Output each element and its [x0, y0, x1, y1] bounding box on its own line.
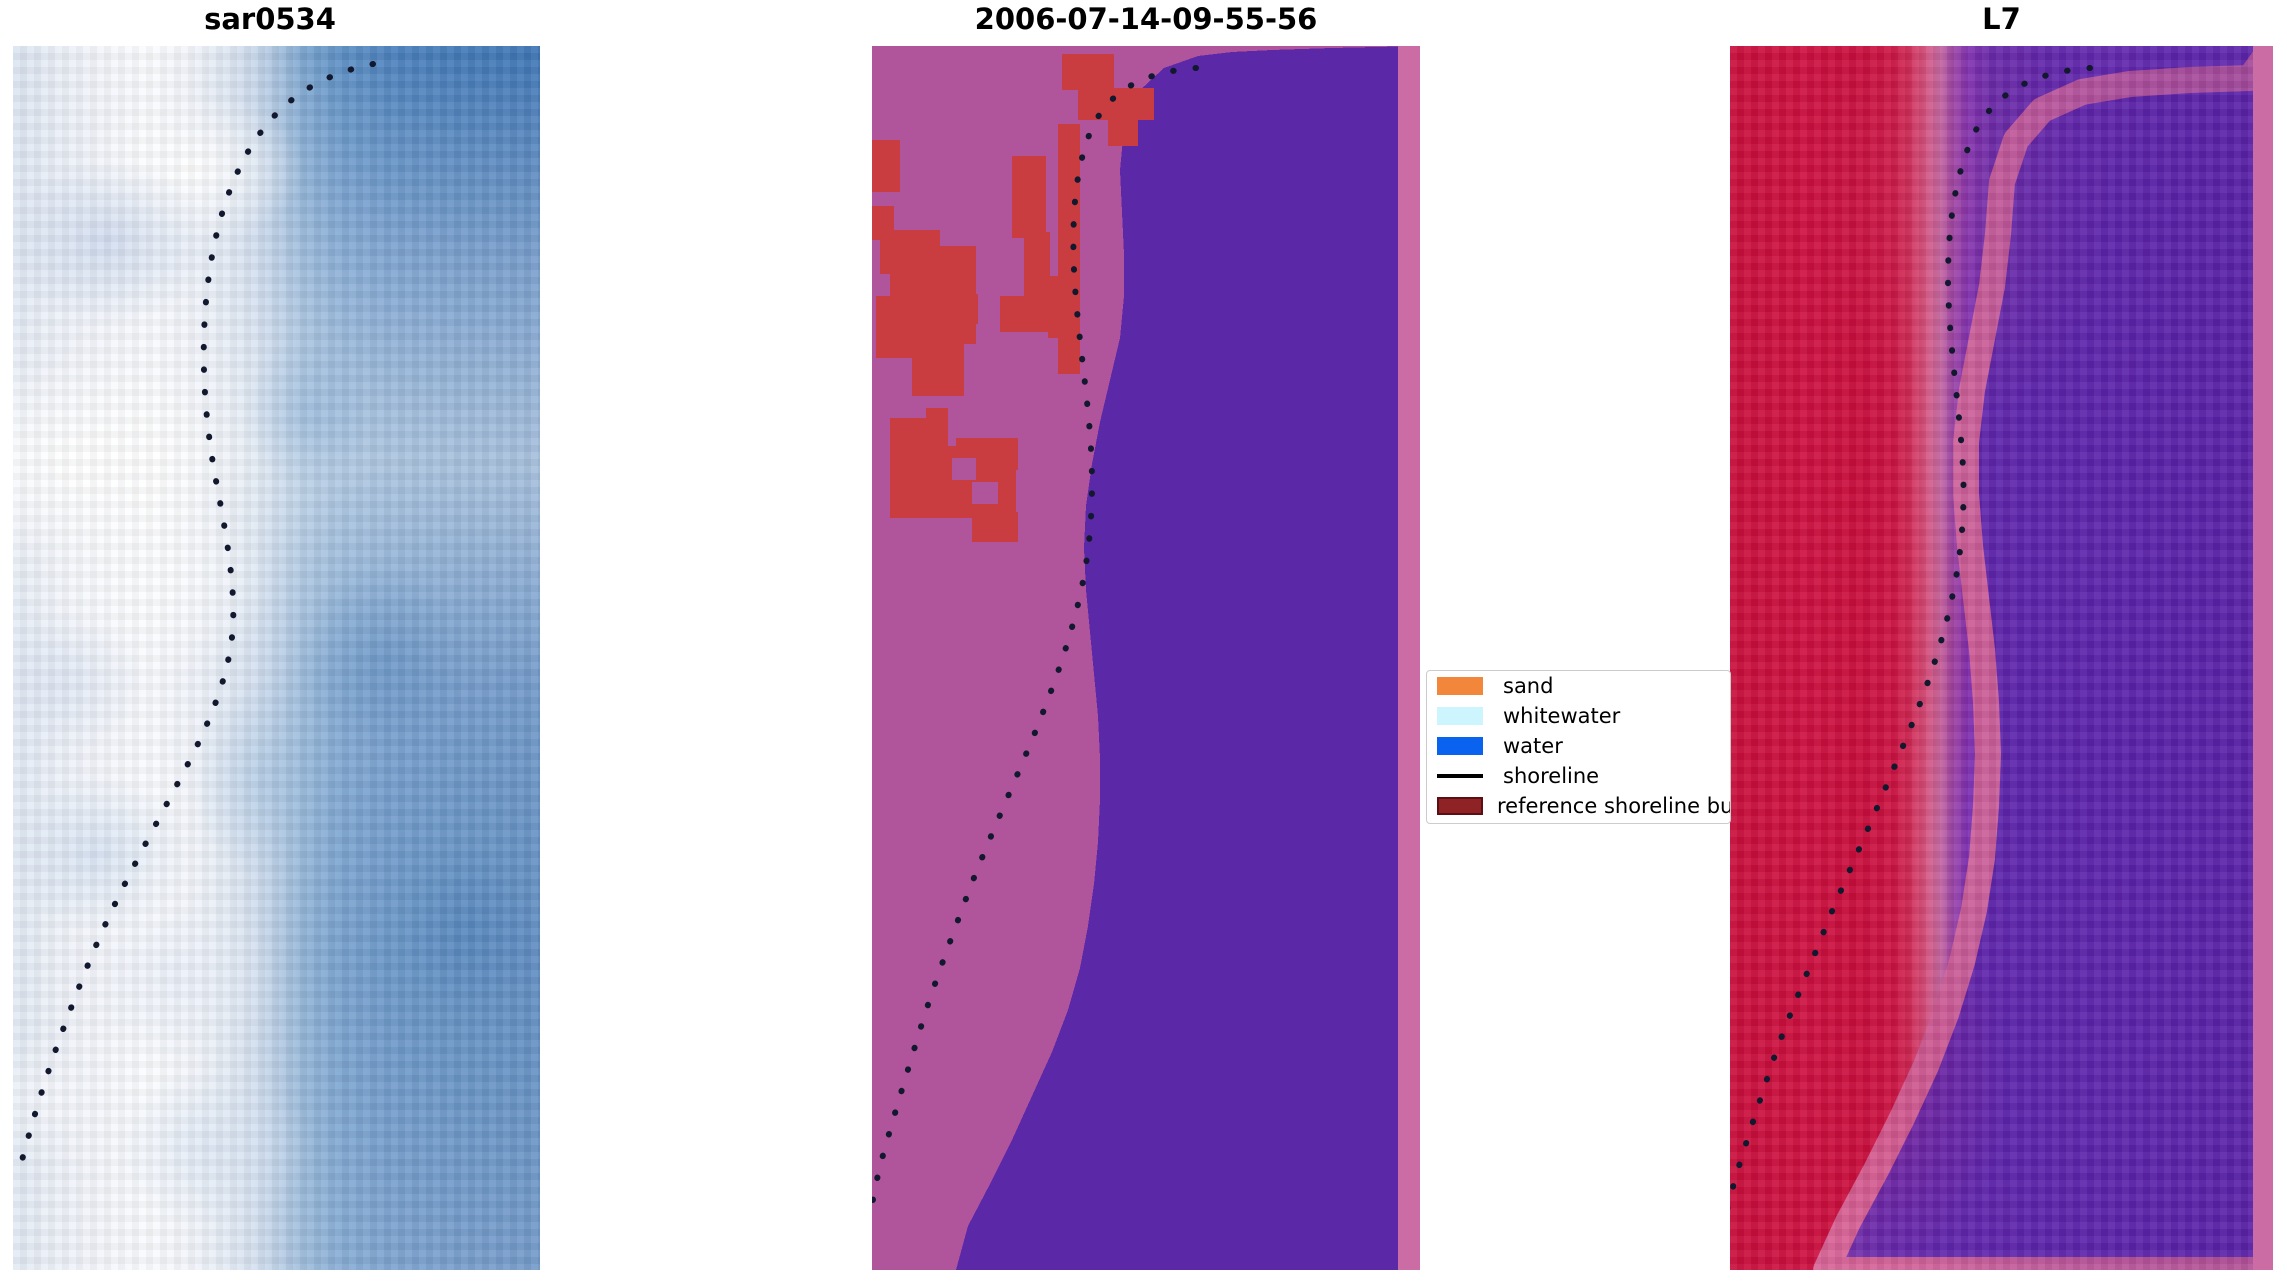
- reference-shoreline-buffer-swatch-icon: [1437, 797, 1483, 815]
- l7-texture-layer: [1730, 46, 2273, 1270]
- classified-right-strip: [1398, 46, 1420, 1270]
- sand-class-patch: [1108, 116, 1138, 146]
- panel-title-l7: L7: [1982, 2, 2021, 36]
- legend-item-water: water: [1427, 731, 1730, 761]
- legend-swatch-wrap: [1437, 731, 1489, 761]
- legend-item-whitewater: whitewater: [1427, 701, 1730, 731]
- legend-item-reference-shoreline-buffer: reference shoreline buffer: [1427, 791, 1730, 821]
- panel-sar: sar0534: [0, 0, 540, 1283]
- legend-swatch-wrap: [1437, 701, 1489, 731]
- sand-class-patch: [1062, 54, 1114, 90]
- shoreline-overlay-classified: [872, 65, 1199, 1221]
- panel-image-sar: [13, 46, 540, 1270]
- water-swatch-icon: [1437, 737, 1483, 755]
- shoreline-path: [872, 65, 1199, 1221]
- panel-classified: 2006-07-14-09-55-56: [872, 0, 1420, 1283]
- shoreline-overlay-l7: [1730, 65, 2093, 1210]
- sand-class-patch: [952, 458, 976, 480]
- legend-swatch-wrap: [1437, 761, 1489, 791]
- sand-swatch-icon: [1437, 677, 1483, 695]
- classified-water-polygon: [956, 46, 1420, 1270]
- sand-class-patch: [912, 266, 964, 396]
- legend-label-water: water: [1503, 734, 1563, 758]
- legend-label-shoreline: shoreline: [1503, 764, 1600, 788]
- sand-class-patch: [872, 140, 900, 192]
- sand-class-patch: [942, 294, 978, 324]
- sand-class-patch: [926, 408, 948, 430]
- shoreline-path: [18, 61, 376, 1167]
- l7-right-strip: [2253, 46, 2273, 1270]
- panel-l7: L7: [1730, 0, 2273, 1283]
- panel-image-l7: [1730, 46, 2273, 1270]
- l7-pixel-grid: [1730, 46, 2273, 1270]
- panel-image-classified: [872, 46, 1420, 1270]
- legend-label-sand: sand: [1503, 674, 1554, 698]
- legend-item-shoreline: shoreline: [1427, 761, 1730, 791]
- panel-title-sar: sar0534: [204, 2, 336, 36]
- sand-class-patch: [1012, 156, 1046, 238]
- l7-water-polygon: [1813, 46, 2273, 1270]
- sand-class-patch: [1058, 124, 1080, 374]
- sand-class-patch: [1078, 88, 1154, 120]
- legend-swatch-wrap: [1437, 671, 1489, 701]
- sar-pixel-grid: [13, 46, 540, 1270]
- legend-item-sand: sand: [1427, 671, 1730, 701]
- shoreline-overlay-sar: [18, 61, 376, 1167]
- sand-class-patch: [972, 512, 1018, 542]
- shoreline-path: [1730, 65, 2093, 1210]
- shoreline-line-icon: [1437, 774, 1483, 778]
- sand-class-patch: [972, 482, 998, 504]
- sand-class-patch: [876, 296, 920, 358]
- whitewater-swatch-icon: [1437, 707, 1483, 725]
- legend-box: sand whitewater water shoreline referenc: [1426, 670, 1731, 824]
- panel-title-classified: 2006-07-14-09-55-56: [974, 2, 1318, 36]
- legend-label-whitewater: whitewater: [1503, 704, 1621, 728]
- legend-label-reference-shoreline-buffer: reference shoreline buffer: [1497, 794, 1730, 818]
- sar-texture-layer: [13, 46, 540, 1270]
- legend-swatch-wrap: [1437, 791, 1483, 821]
